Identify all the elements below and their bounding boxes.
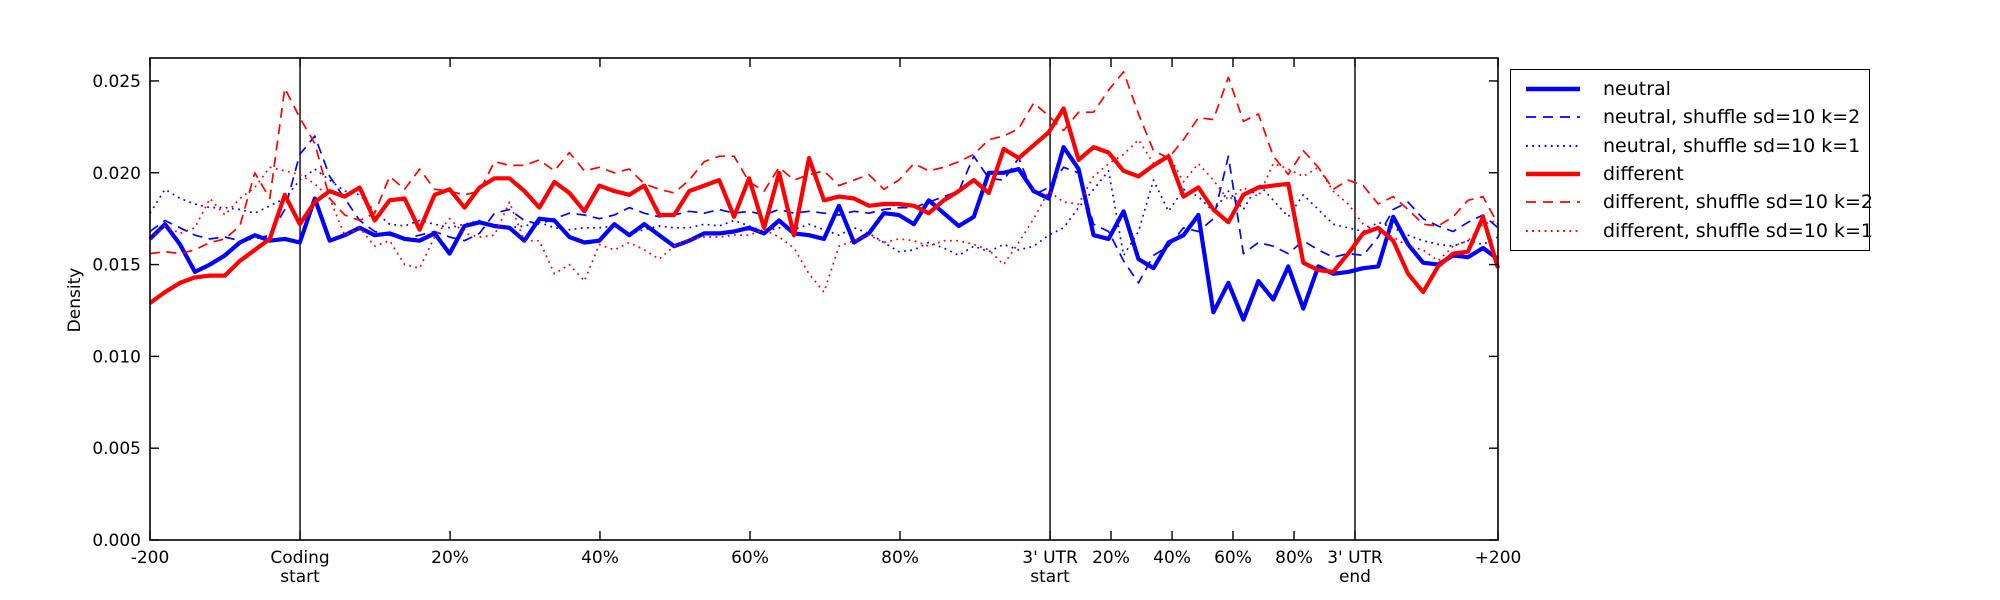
legend-item-different-shuffle-k1: different, shuffle sd=10 k=1: [1523, 217, 1873, 245]
legend-item-different-shuffle-k2: different, shuffle sd=10 k=2: [1523, 188, 1873, 216]
legend-item-neutral-shuffle-k2: neutral, shuffle sd=10 k=2: [1523, 103, 1861, 131]
series-line-0: [148, 145, 1500, 322]
legend-swatch-dotted-icon: [1526, 144, 1580, 147]
legend-swatch-dashed-icon: [1526, 201, 1580, 204]
series-line-1: [149, 135, 1499, 284]
y-tick-label: 0.025: [92, 72, 141, 92]
legend-label: neutral, shuffle sd=10 k=2: [1603, 106, 1861, 129]
legend-label: different: [1603, 163, 1684, 186]
legend-label: neutral: [1603, 78, 1671, 101]
y-axis-label: Density: [65, 268, 85, 333]
legend-swatch-dotted-icon: [1526, 229, 1580, 232]
x-tick-label: 20%: [431, 548, 469, 568]
y-tick-label: 0.020: [92, 164, 141, 184]
legend-item-neutral: neutral: [1523, 75, 1861, 103]
legend-label: different, shuffle sd=10 k=2: [1603, 191, 1873, 214]
y-tick-label: 0.000: [92, 531, 141, 551]
legend-label: neutral, shuffle sd=10 k=1: [1603, 134, 1861, 157]
legend-swatch-solid-icon: [1526, 86, 1580, 92]
y-tick-label: 0.015: [92, 256, 141, 276]
x-tick-label: end: [1339, 567, 1371, 587]
y-tick-label: 0.010: [92, 347, 141, 367]
legend-label: different, shuffle sd=10 k=1: [1603, 219, 1873, 242]
legend: neutral neutral, shuffle sd=10 k=2 neutr…: [1510, 69, 1873, 251]
x-tick-label: 60%: [731, 548, 769, 568]
series-layer: [148, 58, 1501, 540]
x-tick-label: 3' UTR: [1022, 548, 1078, 568]
x-tick-label: 40%: [1153, 548, 1191, 568]
legend-swatch-dashed-icon: [1526, 116, 1580, 119]
plot-frame: [149, 57, 1499, 541]
x-tick-label: 3' UTR: [1327, 548, 1383, 568]
x-tick-label: start: [280, 567, 320, 587]
legend-swatch-solid-icon: [1526, 171, 1580, 177]
x-tick-label: 40%: [581, 548, 619, 568]
series-line-4: [149, 70, 1499, 255]
x-tick-label: +200: [1475, 548, 1522, 568]
series-line-5: [149, 138, 1499, 293]
x-tick-label: 80%: [1275, 548, 1313, 568]
x-tick-label: Coding: [270, 548, 329, 568]
x-tick-label: -200: [131, 548, 170, 568]
y-tick-label: 0.005: [92, 439, 141, 459]
legend-item-different: different: [1523, 160, 1861, 188]
series-line-3: [148, 106, 1501, 305]
x-tick-label: 80%: [881, 548, 919, 568]
x-tick-label: 60%: [1214, 548, 1252, 568]
x-tick-label: start: [1030, 567, 1070, 587]
x-tick-label: 20%: [1092, 548, 1130, 568]
legend-item-neutral-shuffle-k1: neutral, shuffle sd=10 k=1: [1523, 132, 1861, 160]
